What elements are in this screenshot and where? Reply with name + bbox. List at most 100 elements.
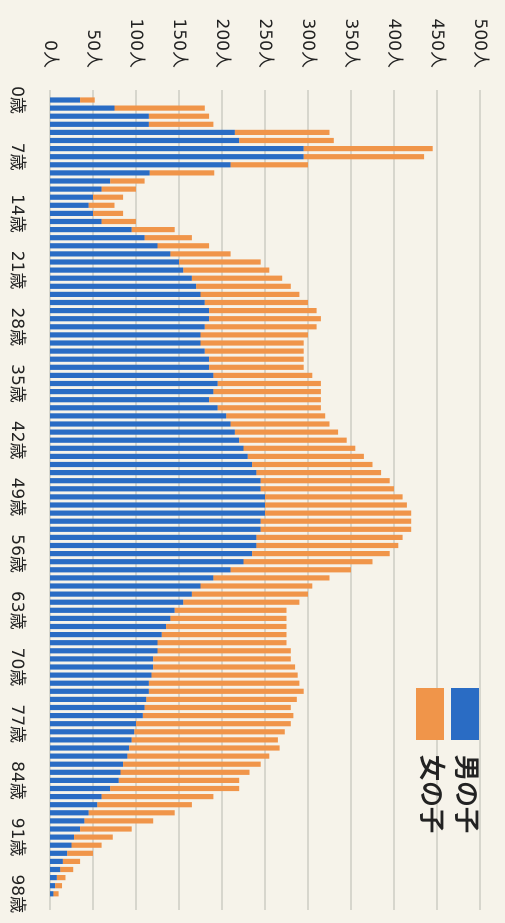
bar (239, 137, 334, 144)
bar (74, 834, 113, 840)
bar (49, 121, 149, 127)
bar (49, 777, 119, 783)
bar (62, 858, 81, 864)
bar (50, 664, 154, 670)
bar (50, 437, 240, 443)
bar (50, 761, 124, 767)
bar (101, 186, 136, 192)
bar (80, 826, 132, 832)
bar (50, 866, 61, 873)
bar (50, 356, 210, 362)
bar (50, 372, 214, 378)
bar (200, 291, 300, 297)
bar (101, 794, 214, 800)
bar (50, 202, 89, 208)
bar (49, 348, 205, 354)
bar (50, 364, 210, 370)
bar (49, 113, 149, 119)
bar (50, 826, 81, 832)
bar (50, 672, 152, 678)
bar (49, 324, 205, 330)
bar (50, 137, 240, 144)
bar (50, 510, 265, 516)
bar (217, 380, 321, 387)
bar (148, 688, 304, 694)
bar (50, 713, 143, 719)
bar (179, 259, 261, 265)
bar (209, 316, 321, 322)
bar (49, 267, 184, 273)
y-tick-label: 300人 (298, 19, 318, 68)
bar (49, 413, 227, 419)
bar (50, 332, 201, 338)
bar (200, 583, 313, 589)
bar (226, 413, 326, 419)
legend-label: 女の子 (416, 755, 447, 833)
bar (260, 526, 412, 532)
bar (50, 405, 218, 411)
bar (256, 470, 382, 476)
bar (142, 713, 294, 719)
x-tick-label: 91歳 (7, 818, 27, 857)
bar (230, 421, 330, 427)
bar (50, 518, 261, 524)
bar (50, 656, 154, 662)
bar (50, 291, 201, 297)
bar (129, 745, 280, 751)
bar (170, 615, 287, 621)
bar (50, 875, 57, 881)
bar (50, 478, 261, 484)
x-tick-label: 35歳 (7, 364, 27, 403)
bar (50, 486, 261, 492)
bar (49, 745, 130, 751)
bar (234, 429, 339, 435)
bar (50, 275, 192, 281)
y-tick-label: 50人 (83, 29, 103, 68)
bar (50, 340, 201, 346)
bar (247, 453, 364, 459)
bar (50, 105, 115, 111)
bar (50, 494, 265, 500)
bar (80, 97, 95, 103)
bar (49, 299, 205, 306)
bar (209, 308, 317, 314)
bar (123, 761, 261, 767)
x-tick-label: 77歳 (7, 704, 27, 743)
bar (49, 453, 248, 459)
bar (230, 567, 351, 573)
bar (50, 640, 158, 646)
legend-label: 男の子 (451, 755, 481, 833)
bar (131, 227, 175, 233)
bar (151, 672, 298, 678)
bar (49, 599, 184, 605)
bar (264, 494, 403, 500)
bar (191, 591, 308, 597)
y-tick-label: 250人 (255, 19, 275, 68)
bar (136, 721, 291, 727)
bar (265, 510, 412, 516)
bar (200, 332, 308, 338)
bar (50, 429, 235, 435)
bar (153, 656, 291, 662)
bar (50, 526, 261, 532)
x-tick-label: 63歳 (7, 591, 27, 630)
bar (217, 405, 321, 411)
bar (260, 478, 390, 484)
bar (50, 154, 304, 160)
bar (50, 502, 265, 508)
bar (88, 810, 175, 816)
x-tick-label: 70歳 (7, 648, 27, 687)
bar (49, 858, 63, 864)
bar (50, 283, 197, 289)
bar (50, 129, 235, 136)
bar (50, 227, 132, 233)
bar (213, 575, 330, 581)
bar (50, 785, 111, 792)
bar (50, 607, 175, 613)
bar (174, 607, 287, 613)
bar (50, 567, 231, 573)
bar (170, 251, 231, 257)
bar (256, 542, 399, 549)
y-tick-label: 0人 (40, 40, 60, 68)
